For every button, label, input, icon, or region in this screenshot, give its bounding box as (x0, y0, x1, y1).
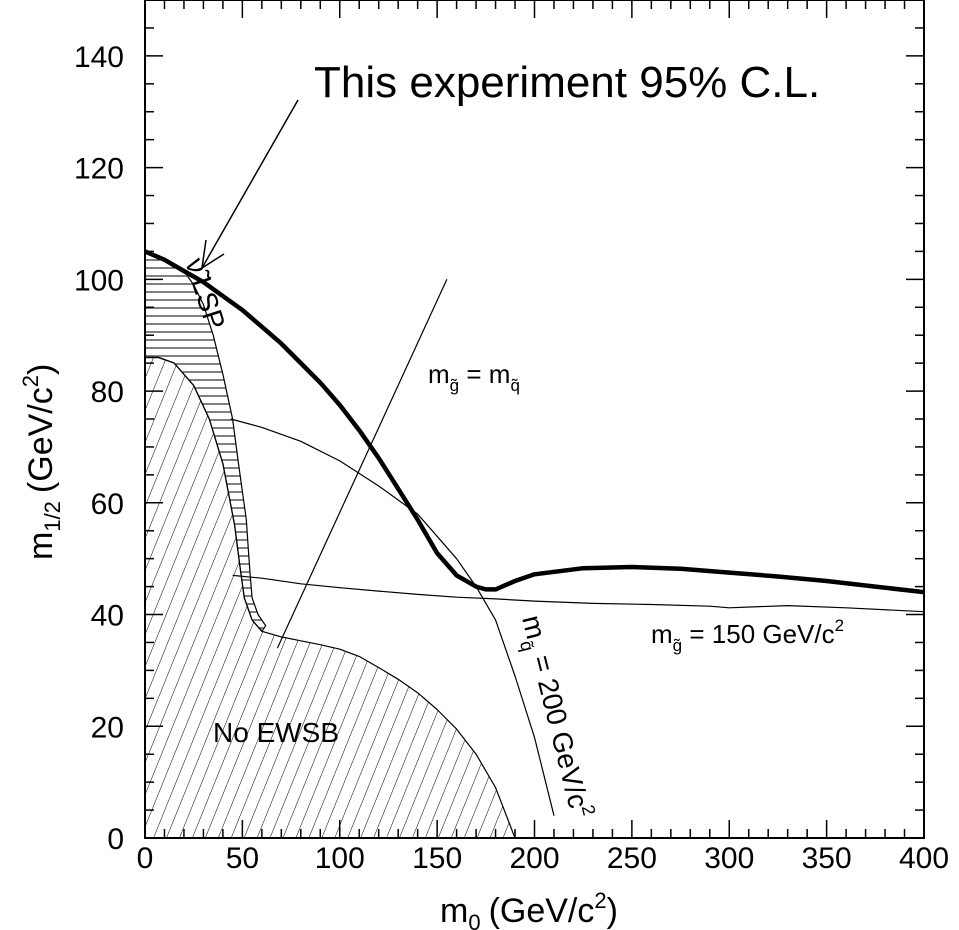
y-tick-label: 100 (74, 264, 124, 297)
x-tick-label: 300 (704, 842, 754, 875)
y-tick-label: 0 (107, 823, 124, 856)
x-tick-label: 250 (607, 842, 657, 875)
y-tick-label: 140 (74, 41, 124, 74)
series-line-1 (232, 574, 924, 613)
series-line-3 (276, 279, 448, 649)
annotation-gluino-150: mg̃ = 150 GeV/c2 (651, 616, 844, 655)
series-line-2 (230, 418, 555, 816)
y-axis-title: m1/2(GeV/c2) (18, 364, 65, 560)
x-tick-label: 350 (802, 842, 852, 875)
annotation-squark-200: mq̃ = 200 GeV/c2 (510, 611, 599, 822)
y-tick-label: 80 (91, 376, 124, 409)
no-ewsb-region (145, 357, 515, 838)
sneutrino-lsp-region (145, 251, 266, 632)
y-tick-label: 120 (74, 153, 124, 186)
x-tick-label: 50 (226, 842, 259, 875)
x-tick-label: 400 (899, 842, 949, 875)
y-tick-label: 40 (91, 600, 124, 633)
annotation-limit-label: This experiment 95% C.L. (314, 58, 820, 107)
y-tick-label: 60 (91, 488, 124, 521)
series-line-0 (145, 249, 924, 595)
y-tick-label: 20 (91, 711, 124, 744)
series-line-5 (145, 356, 516, 838)
annotation-no-ewsb: No EWSB (213, 717, 339, 748)
x-tick-label: 0 (137, 842, 154, 875)
x-axis-title: m0 (GeV/c2) (440, 888, 618, 930)
limit-arrow (201, 99, 299, 269)
x-tick-label: 150 (412, 842, 462, 875)
annotation-gluino-eq-squark: mg̃ = mq̃ (428, 359, 520, 395)
x-tick-label: 100 (315, 842, 365, 875)
x-tick-label: 200 (509, 842, 559, 875)
